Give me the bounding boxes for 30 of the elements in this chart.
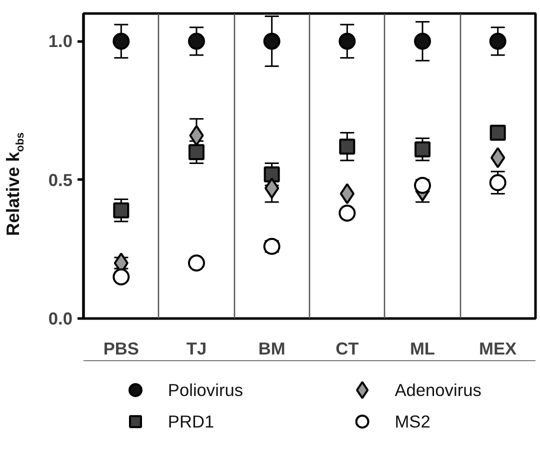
legend-label: PRD1 — [168, 412, 214, 432]
y-tick-label: 1.0 — [48, 31, 73, 52]
point — [264, 166, 280, 182]
x-tick-label: MEX — [479, 338, 518, 358]
point — [112, 268, 130, 286]
x-tick-label: ML — [410, 338, 436, 358]
point — [188, 254, 205, 272]
point — [414, 32, 431, 50]
point — [490, 124, 506, 141]
point — [338, 204, 356, 222]
point — [339, 138, 356, 155]
x-tick-label: BM — [258, 338, 286, 358]
point — [189, 125, 204, 146]
point — [414, 141, 430, 158]
x-tick-label: TJ — [186, 338, 207, 358]
point — [112, 32, 130, 50]
point — [188, 144, 204, 160]
point — [489, 32, 506, 50]
y-tick-label: 0.5 — [48, 170, 73, 190]
legend-label: MS2 — [394, 412, 430, 432]
legend-label: Poliovirus — [168, 380, 244, 400]
x-tick-label: CT — [336, 338, 360, 358]
point — [113, 202, 130, 218]
point — [338, 32, 356, 50]
point — [489, 174, 506, 192]
x-tick-label: PBS — [103, 338, 139, 358]
legend-label: Adenovirus — [394, 380, 482, 400]
point — [263, 32, 280, 50]
y-tick-label: 0.0 — [48, 308, 73, 328]
point — [188, 32, 205, 50]
